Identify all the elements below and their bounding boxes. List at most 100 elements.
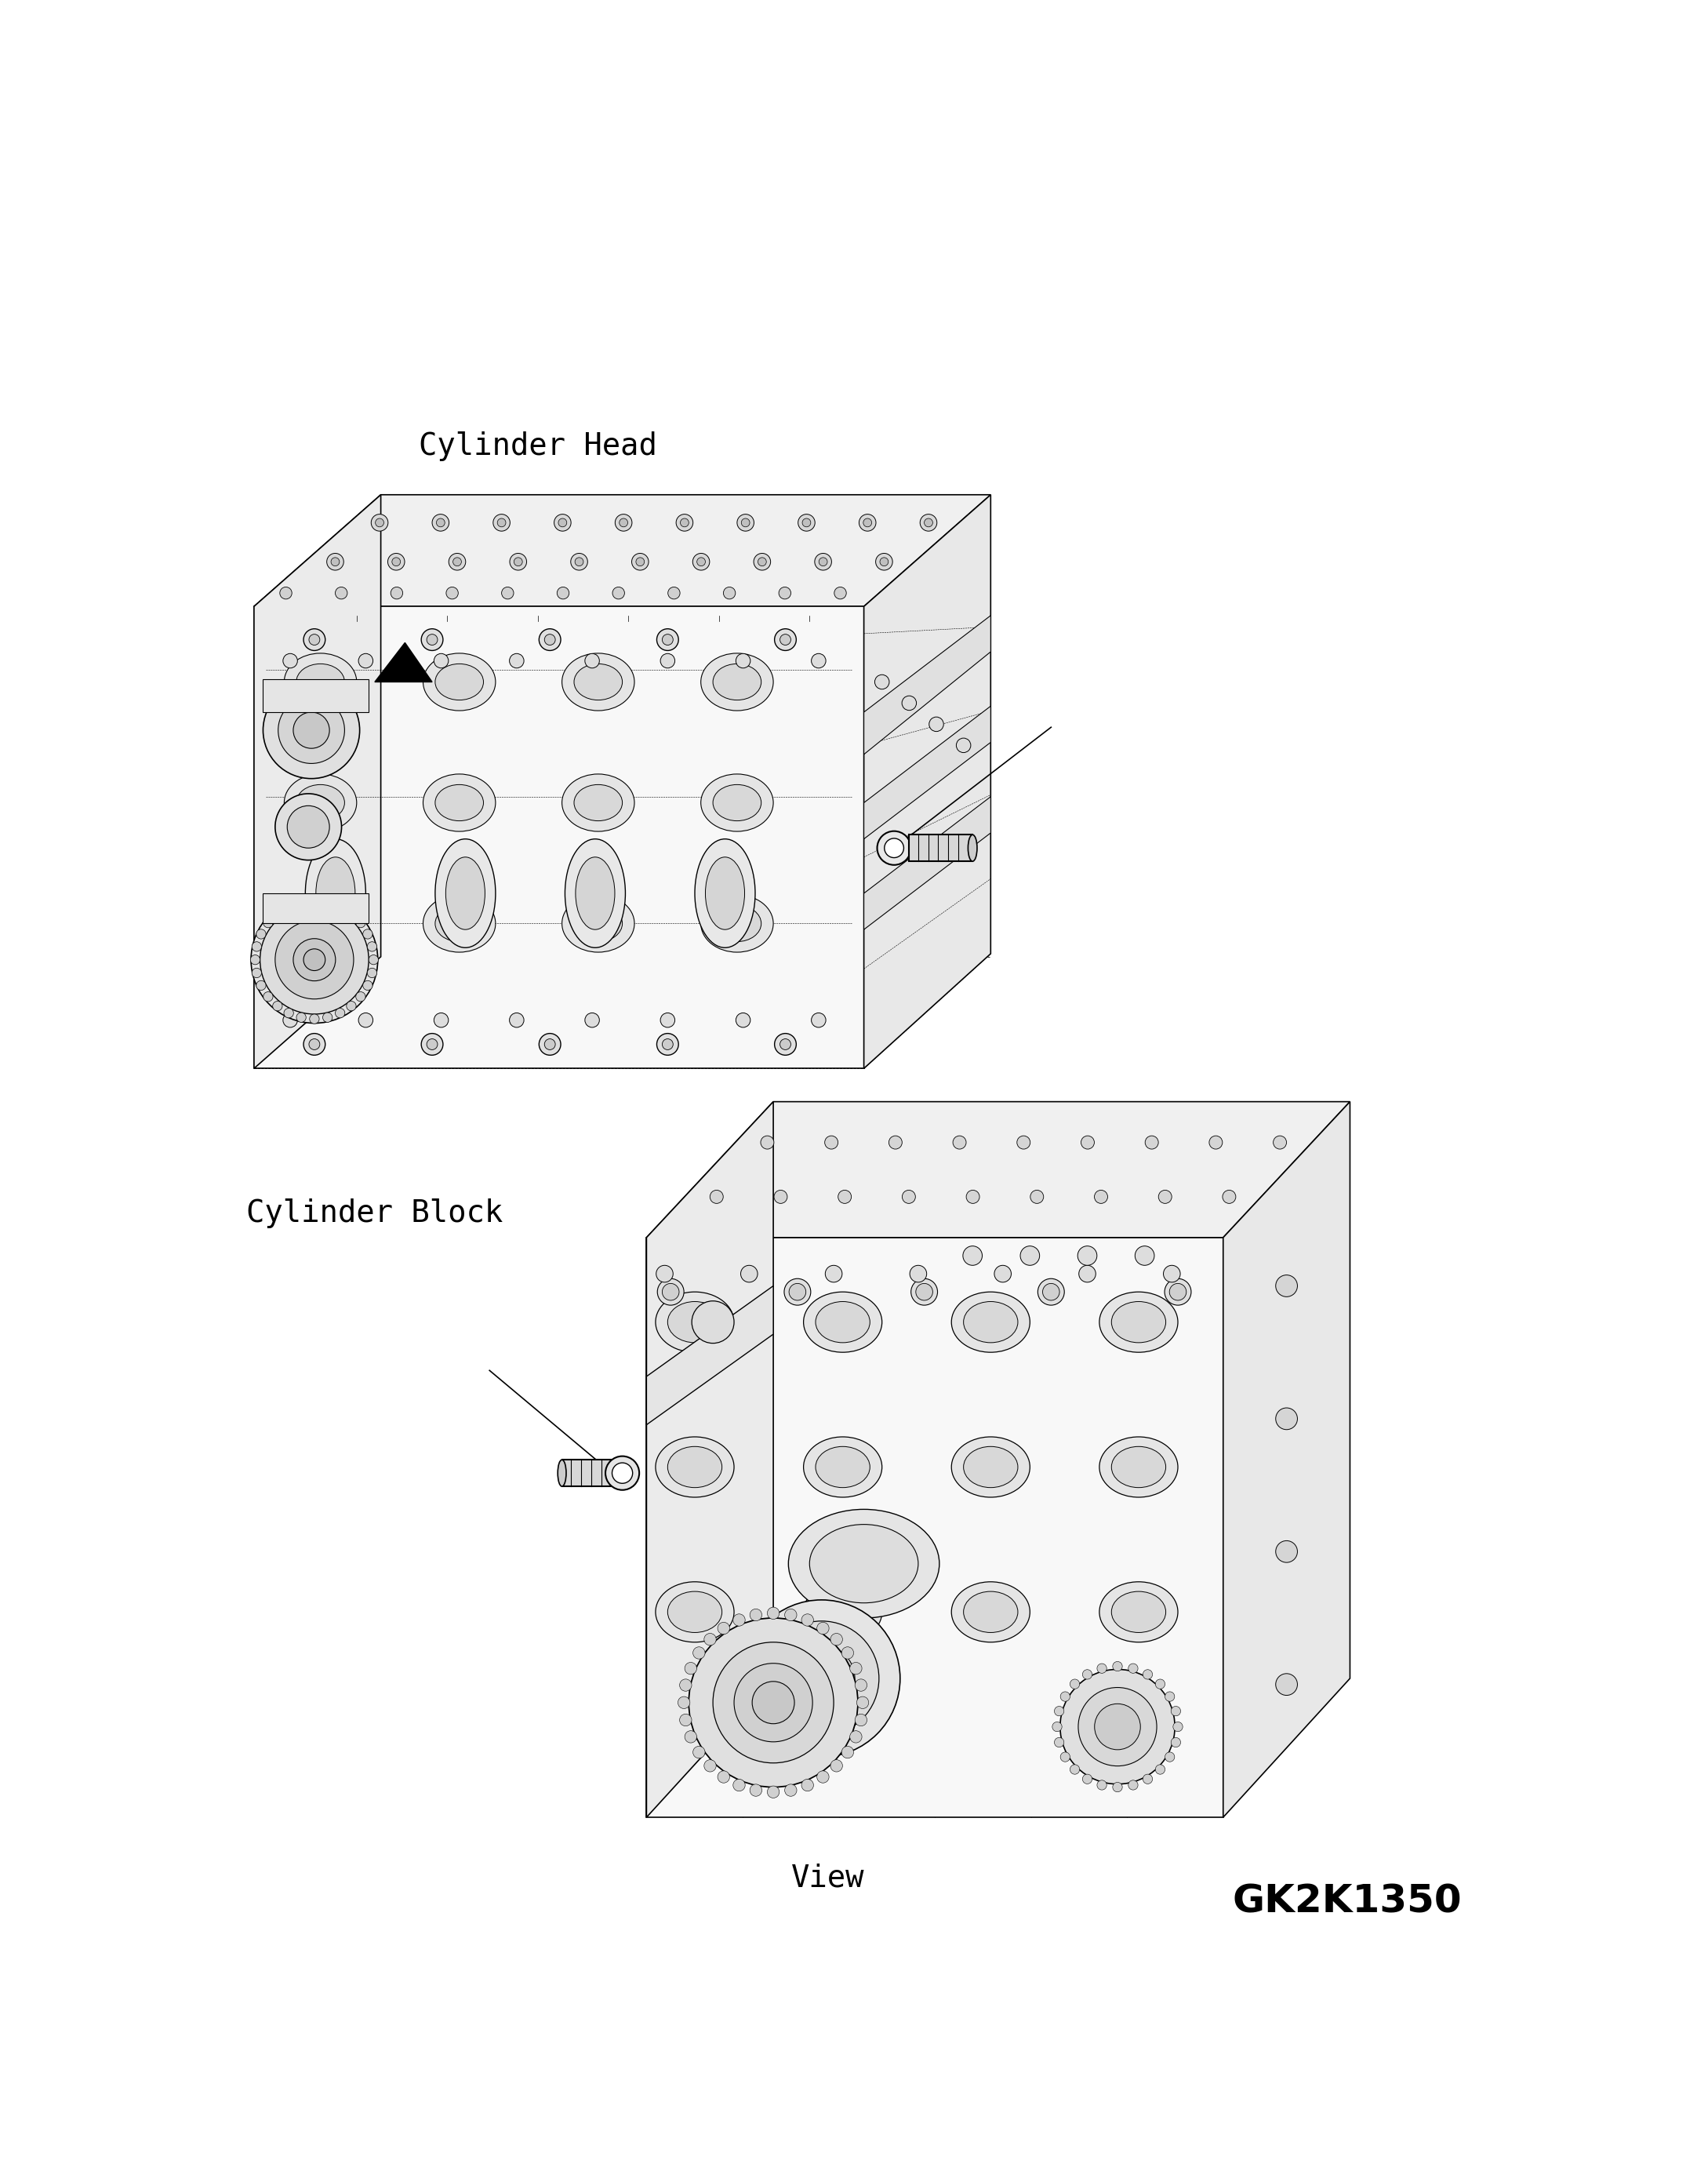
Circle shape [256,929,266,940]
Ellipse shape [562,894,634,953]
Circle shape [1042,1283,1059,1300]
Ellipse shape [1100,1581,1179,1642]
Polygon shape [864,616,991,754]
Circle shape [434,1013,449,1028]
Circle shape [376,518,384,527]
Polygon shape [909,834,972,862]
Circle shape [514,557,523,566]
Circle shape [1097,1780,1107,1791]
Circle shape [367,968,377,978]
Ellipse shape [668,1592,722,1633]
Circle shape [1272,1136,1286,1149]
Circle shape [743,1601,900,1756]
Circle shape [693,553,709,570]
Circle shape [924,518,933,527]
Circle shape [717,1622,729,1635]
Circle shape [692,1300,734,1344]
Circle shape [658,1032,678,1056]
Circle shape [362,929,372,940]
Circle shape [963,1246,982,1266]
Circle shape [902,1190,915,1203]
Ellipse shape [562,773,634,832]
Text: GK2K1350: GK2K1350 [1231,1884,1462,1920]
Ellipse shape [656,1436,734,1497]
Circle shape [738,514,753,531]
Circle shape [736,1013,750,1028]
Circle shape [540,629,560,650]
Ellipse shape [295,905,345,942]
Ellipse shape [1112,1302,1167,1344]
Circle shape [635,557,644,566]
Circle shape [834,588,847,598]
Circle shape [842,1646,854,1659]
Circle shape [685,1663,697,1674]
Circle shape [263,918,273,927]
Circle shape [784,1279,811,1305]
Circle shape [760,1136,774,1149]
Circle shape [1078,1687,1156,1767]
Circle shape [1083,1670,1091,1678]
Circle shape [391,557,400,566]
Ellipse shape [968,834,977,862]
Circle shape [432,514,449,531]
Circle shape [1129,1780,1138,1791]
Circle shape [251,942,261,950]
Ellipse shape [284,773,357,832]
Circle shape [704,1760,716,1771]
Ellipse shape [1112,1447,1167,1488]
Circle shape [811,1013,827,1028]
Circle shape [825,1136,839,1149]
Circle shape [816,1771,828,1782]
Circle shape [704,1633,716,1646]
Circle shape [309,635,319,646]
Circle shape [251,896,377,1024]
Ellipse shape [656,1581,734,1642]
Circle shape [273,1002,282,1011]
Ellipse shape [700,894,774,953]
Circle shape [367,942,377,950]
Circle shape [1069,1765,1079,1773]
Circle shape [1054,1737,1064,1747]
Circle shape [734,1663,813,1741]
Circle shape [545,635,555,646]
Circle shape [362,981,372,989]
Polygon shape [647,1238,1223,1817]
Ellipse shape [284,652,357,711]
Circle shape [741,518,750,527]
Text: Cylinder Head: Cylinder Head [418,432,658,462]
Circle shape [1052,1722,1062,1732]
Circle shape [859,514,876,531]
Circle shape [1079,1266,1097,1283]
Circle shape [615,514,632,531]
Circle shape [1165,1691,1175,1702]
Circle shape [620,518,629,527]
Circle shape [1095,1190,1108,1203]
Circle shape [1155,1765,1165,1773]
Ellipse shape [668,1302,722,1344]
Text: View: View [791,1862,864,1892]
Ellipse shape [576,858,615,929]
Ellipse shape [810,1525,919,1603]
Text: Cylinder Block: Cylinder Block [246,1199,504,1229]
Circle shape [540,1032,560,1056]
Circle shape [801,1780,813,1791]
Ellipse shape [565,838,625,948]
Circle shape [910,1279,938,1305]
Ellipse shape [446,858,485,929]
Circle shape [753,553,770,570]
Polygon shape [647,1102,774,1817]
Circle shape [284,1009,294,1017]
Circle shape [335,901,345,912]
Ellipse shape [668,1447,722,1488]
Circle shape [502,588,514,598]
Circle shape [371,514,388,531]
Circle shape [784,1609,796,1620]
Circle shape [750,1784,762,1797]
Circle shape [1173,1722,1182,1732]
Circle shape [436,518,444,527]
Circle shape [658,1279,683,1305]
Ellipse shape [574,663,622,700]
Polygon shape [254,607,864,1069]
Ellipse shape [695,838,755,948]
Circle shape [661,654,675,667]
